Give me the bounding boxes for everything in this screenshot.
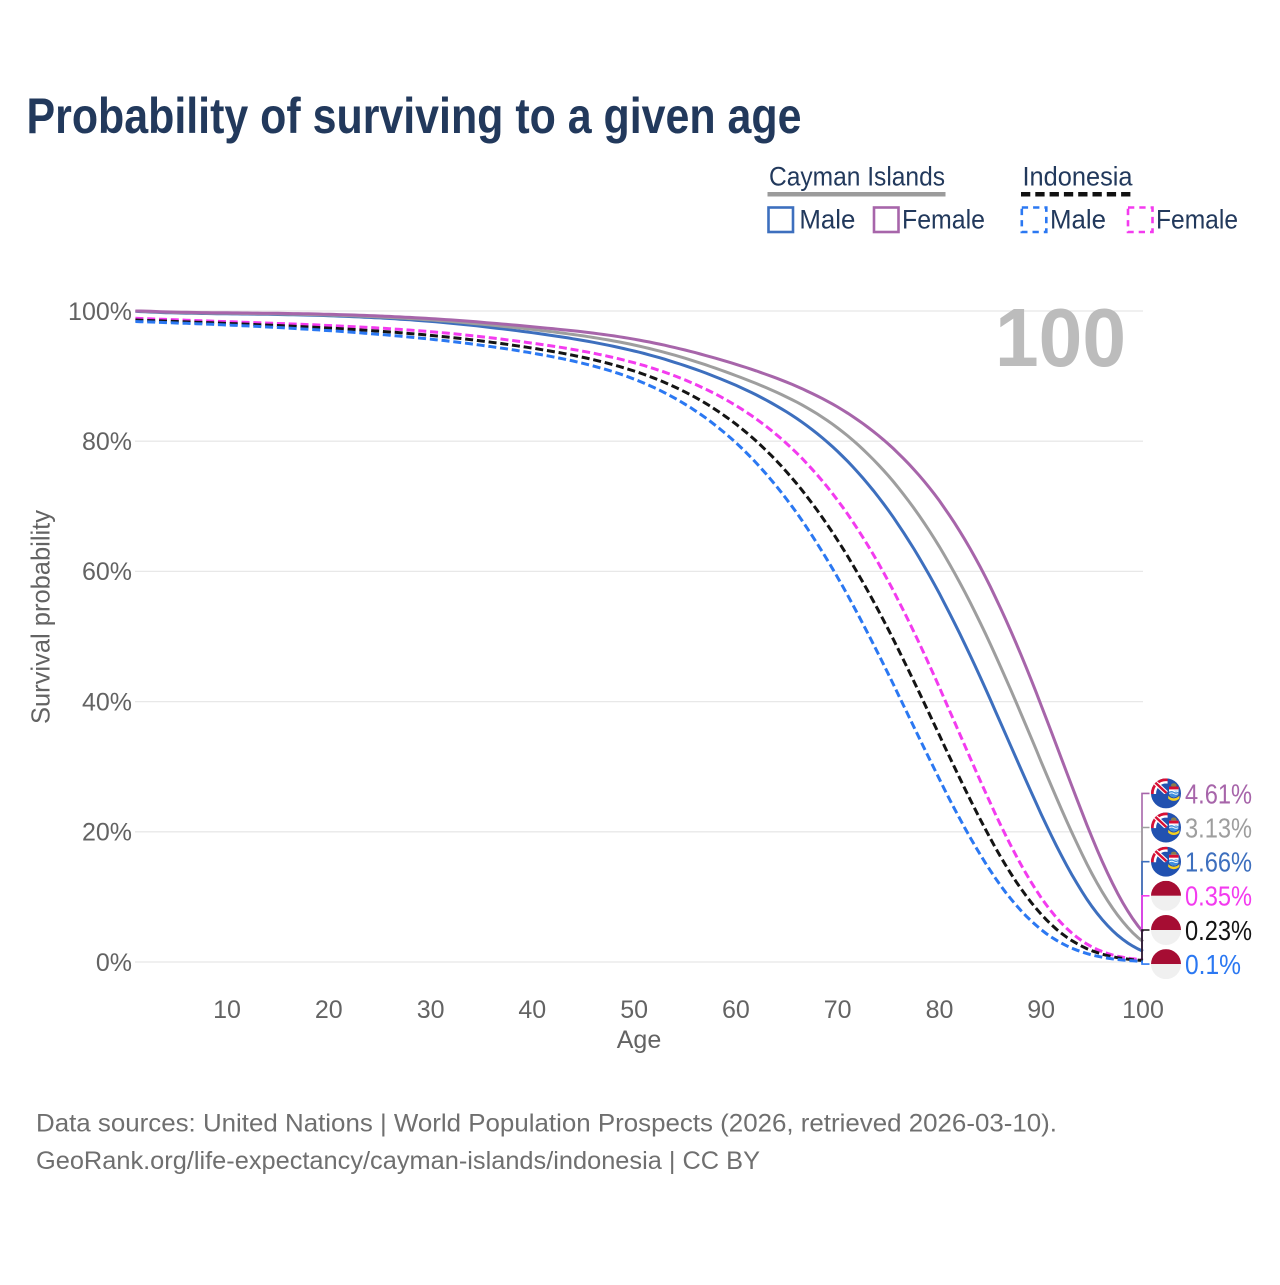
svg-text:Survival probability: Survival probability [26, 510, 56, 724]
svg-text:20%: 20% [82, 819, 132, 847]
svg-text:30: 30 [417, 996, 445, 1024]
svg-text:Male: Male [799, 205, 855, 235]
svg-text:0.35%: 0.35% [1185, 881, 1252, 912]
svg-text:50: 50 [620, 996, 648, 1024]
svg-text:10: 10 [213, 996, 241, 1024]
svg-text:Female: Female [1156, 205, 1238, 235]
svg-text:100: 100 [1122, 996, 1164, 1024]
svg-text:40: 40 [518, 996, 546, 1024]
svg-text:60%: 60% [82, 558, 132, 586]
svg-text:1.66%: 1.66% [1185, 847, 1252, 878]
svg-text:4.61%: 4.61% [1185, 778, 1252, 809]
svg-text:60: 60 [722, 996, 750, 1024]
svg-text:Age: Age [617, 1026, 661, 1054]
svg-text:0%: 0% [96, 949, 132, 977]
svg-text:3.13%: 3.13% [1185, 812, 1252, 843]
svg-text:20: 20 [315, 996, 343, 1024]
svg-text:0.1%: 0.1% [1185, 949, 1241, 980]
svg-text:80%: 80% [82, 428, 132, 456]
svg-text:Indonesia: Indonesia [1023, 162, 1134, 192]
svg-text:100: 100 [995, 291, 1126, 384]
svg-text:Female: Female [902, 205, 985, 235]
svg-text:Cayman Islands: Cayman Islands [769, 162, 945, 192]
svg-text:80: 80 [926, 996, 954, 1024]
svg-text:70: 70 [824, 996, 852, 1024]
svg-text:Male: Male [1050, 205, 1106, 235]
svg-text:Data sources: United Nations |: Data sources: United Nations | World Pop… [36, 1109, 1057, 1137]
svg-text:100%: 100% [68, 298, 132, 326]
svg-text:0.23%: 0.23% [1185, 915, 1252, 946]
svg-text:GeoRank.org/life-expectancy/ca: GeoRank.org/life-expectancy/cayman-islan… [36, 1147, 760, 1175]
svg-text:Probability of surviving to a: Probability of surviving to a given age [27, 88, 802, 144]
svg-text:40%: 40% [82, 688, 132, 716]
svg-text:90: 90 [1027, 996, 1055, 1024]
